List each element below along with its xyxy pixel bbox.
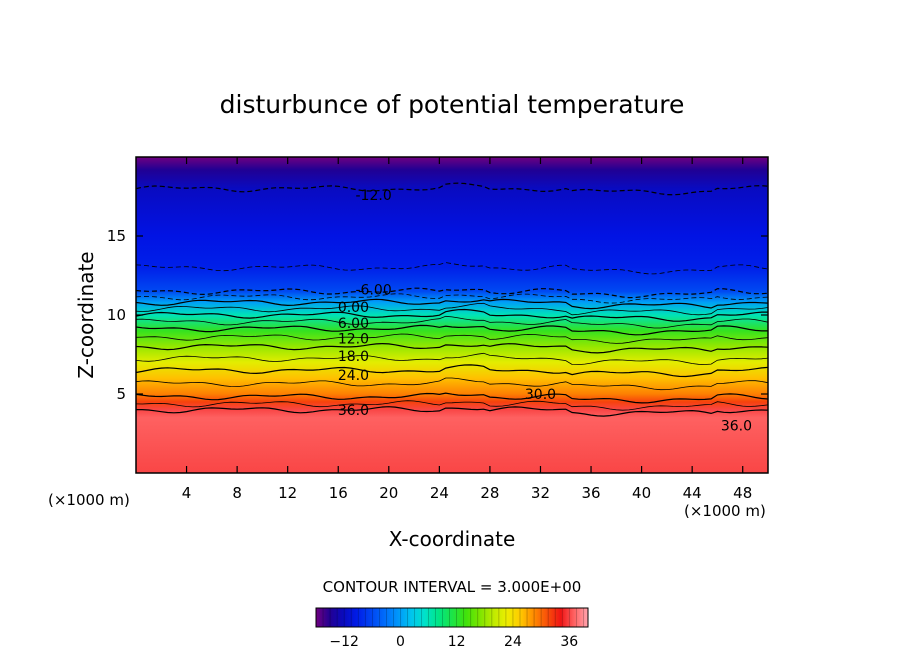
x-axis-label: X-coordinate	[389, 527, 516, 551]
x-tick-label: 4	[182, 484, 192, 502]
contour-line	[136, 298, 768, 310]
colorbar-tick-label: 0	[396, 634, 405, 650]
temperature-field	[136, 157, 768, 473]
contour-line	[136, 287, 768, 299]
colorbar-steps	[322, 608, 584, 627]
colorbar-tick-label: 36	[560, 634, 578, 650]
contour-label: 12.0	[338, 332, 369, 348]
contour-label: 30.0	[525, 387, 556, 403]
contour-lines	[136, 182, 768, 417]
x-tick-label: 8	[232, 484, 242, 502]
x-tick-label: 32	[531, 484, 550, 502]
colorbar: −12 0 12 24 36	[315, 607, 589, 650]
x-tick-label: 24	[430, 484, 449, 502]
colorbar-ticks: −12 0 12 24 36	[329, 634, 578, 650]
contour-line	[136, 392, 768, 404]
contour-line	[136, 342, 768, 354]
contour-line	[136, 400, 768, 411]
contour-label: -6.00	[356, 283, 392, 299]
contour-label: 24.0	[338, 368, 369, 384]
colorbar-tick-label: −12	[329, 634, 359, 650]
contour-line	[136, 324, 768, 336]
colorbar-tick-label: 24	[504, 634, 522, 650]
contour-line	[136, 364, 768, 378]
contour-line	[136, 333, 768, 344]
colorbar-gradient	[315, 607, 589, 628]
y-tick-label: 5	[116, 385, 126, 403]
x-tick-label: 28	[480, 484, 499, 502]
contour-label: 6.00	[338, 316, 369, 332]
contour-label: 0.00	[338, 300, 369, 316]
x-tick-label: 40	[632, 484, 651, 502]
contour-label: 36.0	[338, 403, 369, 419]
contour-line	[136, 352, 768, 366]
x-tick-label: 48	[733, 484, 752, 502]
chart-title: disturbunce of potential temperature	[220, 90, 685, 119]
contour-label: 36.0	[721, 419, 752, 435]
y-axis-label: Z-coordinate	[74, 251, 98, 378]
contour-label: 18.0	[338, 349, 369, 365]
contour-line	[136, 308, 768, 322]
colorbar-tick-label: 12	[448, 634, 466, 650]
contour-line	[136, 302, 768, 316]
y-tick-label: 10	[107, 306, 126, 324]
contour-label: -12.0	[356, 188, 392, 204]
contour-line	[136, 182, 768, 196]
contour-line	[136, 377, 768, 391]
x-tick-label: 44	[683, 484, 702, 502]
x-tick-label: 20	[379, 484, 398, 502]
contour-line	[136, 293, 768, 304]
contour-line	[136, 406, 768, 417]
x-unit-note-left: (×1000 m)	[48, 491, 130, 509]
y-axis-ticks: 5 10 15	[107, 227, 768, 403]
contour-interval-text: CONTOUR INTERVAL = 3.000E+00	[323, 578, 582, 596]
contour-line	[136, 262, 768, 275]
x-unit-note-right: (×1000 m)	[684, 502, 766, 520]
contour-line	[136, 315, 768, 329]
x-tick-label: 36	[581, 484, 600, 502]
x-axis-ticks: 4 8 12 16 20 24 28 32 36 40 44 48	[182, 157, 752, 502]
x-tick-label: 12	[278, 484, 297, 502]
x-tick-label: 16	[329, 484, 348, 502]
y-tick-label: 15	[107, 227, 126, 245]
